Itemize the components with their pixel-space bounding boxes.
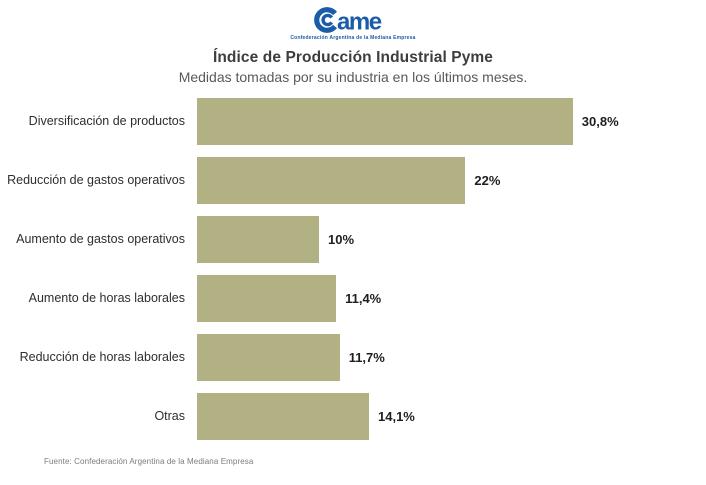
came-logo: ame Confederación Argentina de la Median… (290, 6, 415, 41)
category-label: Reducción de gastos operativos (7, 173, 185, 188)
value-label: 30,8% (581, 114, 619, 129)
value-label: 11,7% (348, 350, 385, 365)
source-note: Fuente: Confederación Argentina de la Me… (44, 457, 254, 466)
page-title: Índice de Producción Industrial Pyme (212, 49, 494, 66)
value-label: 11,4% (345, 291, 382, 306)
bar (197, 393, 369, 440)
report-header: ame Confederación Argentina de la Median… (0, 0, 706, 85)
bar-row: Otras 14,1% (0, 393, 706, 440)
category-label: Otras (154, 409, 185, 424)
bar-row: Reducción de gastos operativos 22% (0, 157, 706, 204)
bar (197, 98, 573, 145)
bar-chart: Diversificación de productos 30,8% Reduc… (0, 98, 706, 452)
value-label: 14,1% (378, 409, 415, 424)
came-logo-icon: ame (314, 7, 383, 35)
bar (197, 334, 340, 381)
bar-row: Diversificación de productos 30,8% (0, 98, 706, 145)
bar-row: Aumento de horas laborales 11,4% (0, 275, 706, 322)
svg-text:ame: ame (337, 9, 382, 35)
logo-subtext: Confederación Argentina de la Mediana Em… (290, 35, 416, 41)
category-label: Reducción de horas laborales (19, 350, 185, 365)
category-label: Aumento de gastos operativos (16, 232, 185, 247)
page-subtitle: Medidas tomadas por su industria en los … (178, 69, 528, 85)
category-label: Aumento de horas laborales (28, 291, 185, 306)
category-label: Diversificación de productos (28, 114, 185, 129)
bar-row: Reducción de horas laborales 11,7% (0, 334, 706, 381)
bar (197, 157, 466, 204)
bar (197, 216, 319, 263)
bar-row: Aumento de gastos operativos 10% (0, 216, 706, 263)
value-label: 22% (474, 173, 501, 188)
bar (197, 275, 337, 322)
value-label: 10% (328, 232, 355, 247)
